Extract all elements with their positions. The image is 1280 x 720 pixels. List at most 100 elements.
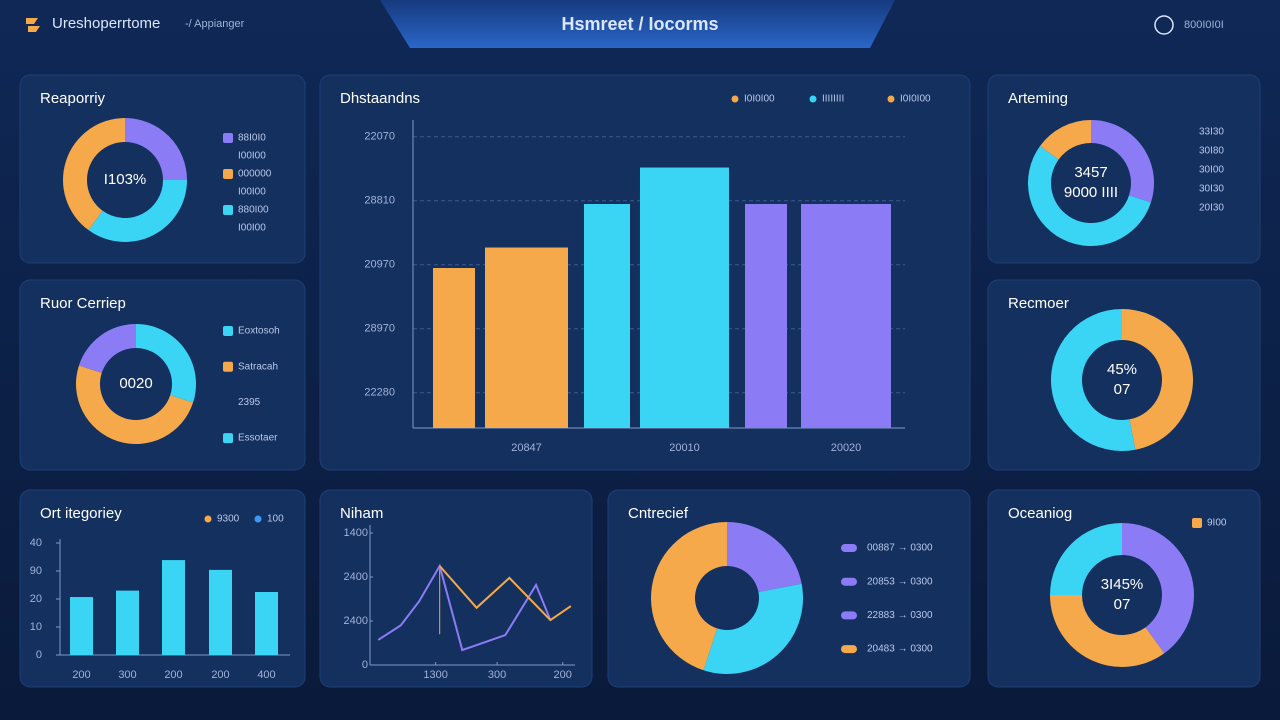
center-label: 07 bbox=[1114, 596, 1131, 613]
x-tick-label: 20020 bbox=[831, 442, 862, 454]
center-label: 07 bbox=[1114, 381, 1131, 398]
y-tick-label: 2400 bbox=[344, 571, 368, 583]
center-label: 45% bbox=[1107, 361, 1137, 378]
center-label: 3457 bbox=[1074, 164, 1107, 181]
center-label: 3I45% bbox=[1101, 576, 1144, 593]
legend-label: I0I0I00 bbox=[900, 94, 931, 105]
subtitle: -/ Appianger bbox=[185, 18, 245, 30]
bar bbox=[255, 592, 278, 655]
legend-swatch bbox=[254, 515, 262, 523]
panel-title: Oceaniog bbox=[1008, 505, 1072, 522]
panel-title: Arteming bbox=[1008, 90, 1068, 107]
panel bbox=[319, 489, 593, 688]
legend-label: 000000 bbox=[238, 169, 272, 180]
bar bbox=[162, 560, 185, 655]
x-tick-label: 200 bbox=[164, 669, 182, 681]
donut-slice bbox=[62, 118, 125, 231]
donut-slice bbox=[1050, 309, 1136, 452]
legend-swatch bbox=[223, 433, 233, 444]
legend-label: 00887 → 0300 bbox=[867, 543, 933, 554]
x-tick-label: 300 bbox=[488, 669, 506, 681]
legend-label: IIIIIIII bbox=[822, 94, 844, 105]
legend-swatch bbox=[223, 326, 233, 336]
panel-title: Dhstaandns bbox=[340, 90, 420, 107]
legend-label: 2395 bbox=[238, 397, 261, 408]
panel-title: Recmoer bbox=[1008, 295, 1069, 312]
x-tick-label: 1300 bbox=[423, 669, 447, 681]
y-tick-label: 10 bbox=[30, 621, 42, 633]
panel-title: Ort itegoriey bbox=[40, 505, 122, 522]
x-tick-label: 200 bbox=[211, 669, 229, 681]
x-tick-label: 200 bbox=[554, 669, 572, 681]
y-tick-label: 40 bbox=[30, 537, 42, 549]
legend-swatch bbox=[1192, 518, 1202, 528]
legend-label: Essotaer bbox=[238, 433, 278, 444]
bar bbox=[209, 569, 232, 655]
bar bbox=[116, 590, 139, 655]
line-series bbox=[438, 565, 572, 622]
bar bbox=[485, 247, 568, 428]
donut-slice bbox=[125, 118, 187, 180]
x-tick-label: 300 bbox=[118, 669, 136, 681]
y-tick-label: 90 bbox=[30, 565, 42, 577]
account-icon[interactable] bbox=[1154, 15, 1174, 35]
legend-label: 33I30 bbox=[1199, 127, 1224, 138]
bar bbox=[745, 204, 787, 428]
bar bbox=[70, 597, 93, 655]
bar bbox=[640, 167, 729, 428]
y-tick-label: 28970 bbox=[364, 323, 395, 335]
donut-slice bbox=[1050, 523, 1122, 595]
legend-swatch bbox=[223, 205, 233, 215]
legend-swatch bbox=[204, 515, 212, 523]
y-tick-label: 28810 bbox=[364, 195, 395, 207]
y-tick-label: 22070 bbox=[364, 131, 395, 143]
panel-title: Niham bbox=[340, 505, 383, 522]
y-tick-label: 1400 bbox=[344, 527, 368, 539]
center-label: 9000 IIII bbox=[1064, 184, 1118, 201]
legend-swatch bbox=[223, 361, 233, 372]
panel-title: Cntrecief bbox=[628, 505, 689, 522]
center-label: I103% bbox=[104, 171, 147, 188]
donut-slice bbox=[75, 365, 194, 445]
legend-label: 20483 → 0300 bbox=[867, 644, 933, 655]
donut-slice bbox=[1040, 120, 1091, 160]
legend-label: 880I00 bbox=[238, 205, 269, 216]
panel bbox=[987, 279, 1261, 471]
donut-slice bbox=[1122, 523, 1194, 654]
y-tick-label: 22280 bbox=[364, 387, 395, 399]
page-title: Hsmreet / Iocorms bbox=[561, 14, 718, 34]
y-tick-label: 0 bbox=[362, 659, 368, 671]
x-tick-label: 20847 bbox=[511, 442, 542, 454]
y-tick-label: 20970 bbox=[364, 259, 395, 271]
center-label: 0020 bbox=[119, 375, 152, 392]
account[interactable]: 800I0I0I bbox=[1184, 19, 1224, 31]
panel-title: Reaporriy bbox=[40, 90, 106, 107]
logo bbox=[26, 18, 40, 32]
legend-swatch bbox=[841, 577, 857, 586]
legend-label: 30I00 bbox=[1199, 165, 1224, 176]
x-tick-label: 20010 bbox=[669, 442, 700, 454]
legend-swatch bbox=[841, 645, 857, 654]
legend-swatch bbox=[841, 611, 857, 620]
donut-slice bbox=[88, 180, 187, 242]
legend-swatch bbox=[731, 95, 739, 103]
x-tick-label: 200 bbox=[72, 669, 90, 681]
donut-slice bbox=[136, 324, 196, 403]
panel-title: Ruor Cerriep bbox=[40, 295, 126, 312]
legend-label: 20853 → 0300 bbox=[867, 576, 933, 587]
donut-slice bbox=[1027, 145, 1151, 247]
legend-label: I00I00 bbox=[238, 187, 266, 198]
y-tick-label: 2400 bbox=[344, 615, 368, 627]
title-tab bbox=[380, 0, 895, 48]
legend-swatch bbox=[841, 544, 857, 552]
bar bbox=[584, 204, 630, 428]
legend-label: 9I00 bbox=[1207, 518, 1227, 529]
legend-label: 22883 → 0300 bbox=[867, 610, 933, 621]
legend-label: 88I0I0 bbox=[238, 133, 266, 144]
legend-label: 30I30 bbox=[1199, 184, 1224, 195]
legend-label: I00I00 bbox=[238, 223, 266, 234]
donut-slice bbox=[1050, 595, 1165, 668]
legend-label: I0I0I00 bbox=[744, 94, 775, 105]
legend-swatch bbox=[223, 133, 233, 143]
